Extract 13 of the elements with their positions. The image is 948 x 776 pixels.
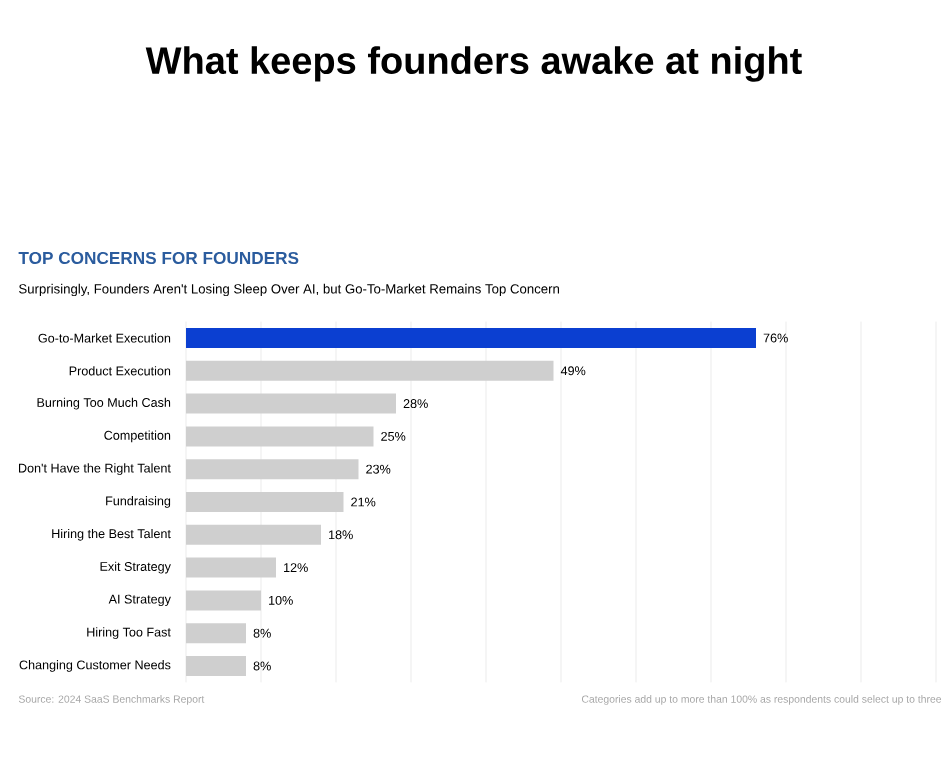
bar bbox=[186, 524, 322, 545]
bar bbox=[186, 623, 247, 644]
bar bbox=[186, 393, 397, 414]
bar bbox=[186, 557, 277, 578]
bar bbox=[186, 426, 374, 447]
bar bbox=[186, 655, 247, 676]
bar bbox=[186, 327, 756, 348]
bar bbox=[186, 590, 262, 611]
bar bbox=[186, 459, 359, 480]
chart-subtitle: TOP CONCERNS FOR FOUNDERS bbox=[18, 251, 299, 265]
bar bbox=[186, 360, 554, 381]
bar bbox=[186, 491, 344, 512]
chart-title: What keeps founders awake at night bbox=[145, 46, 802, 82]
